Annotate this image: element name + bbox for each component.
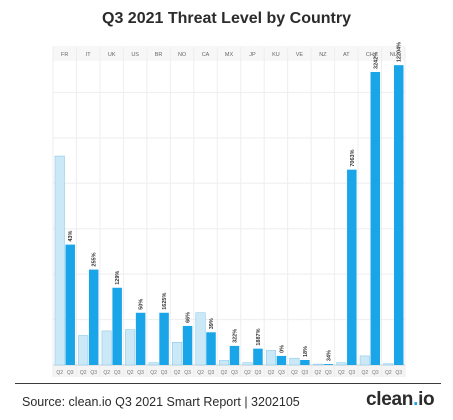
- period-label-q2: Q2: [174, 370, 181, 376]
- bar-q3: [182, 325, 193, 365]
- bar-q3: [65, 244, 75, 365]
- data-label: 129%: [115, 271, 121, 285]
- category-label: JP: [249, 52, 256, 58]
- category-label: FR: [61, 52, 68, 58]
- data-label: 34%: [326, 350, 332, 361]
- period-label-q2: Q2: [268, 370, 275, 376]
- data-label: 0%: [279, 345, 285, 353]
- period-label-q2: Q2: [291, 370, 298, 376]
- period-label-q3: Q3: [231, 370, 238, 376]
- category-label: NL: [390, 52, 397, 58]
- category-header-strip: [53, 47, 405, 61]
- data-label: 322%: [232, 329, 238, 343]
- period-label-q2: Q2: [315, 370, 322, 376]
- bar-q2: [148, 362, 159, 366]
- period-label-q3: Q3: [325, 370, 332, 376]
- period-label-q2: Q2: [80, 370, 87, 376]
- bar-q3: [276, 355, 287, 365]
- period-label-q3: Q3: [302, 370, 309, 376]
- data-label: 18%: [303, 346, 309, 357]
- data-label: 12204%: [397, 42, 403, 62]
- bar-q3: [229, 345, 240, 365]
- period-label-q3: Q3: [67, 370, 74, 376]
- bar-q2: [172, 342, 183, 366]
- period-label-q3: Q3: [348, 370, 355, 376]
- bar-q2: [312, 363, 323, 366]
- period-label-q3: Q3: [278, 370, 285, 376]
- period-label-q3: Q3: [208, 370, 215, 376]
- data-label: 7063%: [350, 149, 356, 166]
- source-note: Source: clean.io Q3 2021 Smart Report | …: [22, 395, 300, 409]
- bar-q3: [347, 169, 357, 365]
- clean-io-logo: clean.io: [366, 389, 435, 410]
- category-label: NO: [178, 52, 187, 58]
- bar-q3: [206, 332, 216, 365]
- category-label: US: [131, 52, 139, 58]
- bar-q2: [78, 335, 89, 366]
- category-label: BR: [155, 52, 163, 58]
- period-label-q2: Q2: [103, 370, 110, 376]
- footer-divider: [15, 383, 441, 384]
- period-label-q2: Q2: [338, 370, 345, 376]
- data-label: 1887%: [256, 328, 262, 345]
- period-label-q2: Q2: [244, 370, 251, 376]
- category-label: NZ: [319, 52, 327, 58]
- bar-q3: [135, 312, 146, 365]
- bar-q2: [54, 155, 65, 366]
- category-label: KU: [272, 52, 280, 58]
- chart-title: Q3 2021 Threat Level by Country: [102, 10, 351, 27]
- data-label: 3242%: [373, 52, 379, 69]
- period-label-q2: Q2: [127, 370, 134, 376]
- category-label: VE: [296, 52, 304, 58]
- category-label: UK: [108, 52, 116, 58]
- bar-q3: [88, 269, 99, 365]
- data-label: 255%: [92, 252, 98, 266]
- bar-q2: [289, 357, 300, 366]
- bar-q2: [242, 362, 253, 366]
- period-label-q3: Q3: [161, 370, 168, 376]
- period-label-q3: Q3: [184, 370, 191, 376]
- bar-q2: [265, 350, 276, 366]
- bar-q2: [359, 355, 370, 366]
- data-label: 1625%: [162, 293, 168, 310]
- bar-q3: [323, 364, 334, 365]
- bar-q3: [394, 65, 404, 366]
- period-label-q2: Q2: [150, 370, 157, 376]
- bar-q3: [112, 287, 122, 365]
- period-label-strip: [53, 365, 405, 377]
- data-label: 66%: [186, 312, 192, 323]
- period-label-q3: Q3: [137, 370, 144, 376]
- category-label: MX: [225, 52, 234, 58]
- bar-q3: [253, 348, 263, 365]
- bar-q2: [383, 363, 394, 366]
- period-label-q2: Q2: [197, 370, 204, 376]
- period-label-q2: Q2: [361, 370, 368, 376]
- period-label-q2: Q2: [56, 370, 63, 376]
- bar-q3: [159, 312, 169, 365]
- bar-q2: [101, 330, 112, 366]
- period-label-q3: Q3: [90, 370, 97, 376]
- bar-q2: [195, 312, 206, 366]
- category-label: CA: [202, 52, 210, 58]
- period-label-q3: Q3: [372, 370, 379, 376]
- bar-q3: [300, 360, 310, 365]
- data-label: 50%: [139, 299, 145, 310]
- period-label-q2: Q2: [385, 370, 392, 376]
- category-label: IT: [86, 52, 92, 58]
- period-label-q3: Q3: [114, 370, 121, 376]
- data-label: 39%: [209, 318, 215, 329]
- period-label-q3: Q3: [255, 370, 262, 376]
- period-label-q3: Q3: [395, 370, 402, 376]
- bar-q3: [370, 71, 381, 365]
- category-label: CH: [366, 52, 374, 58]
- bar-q2: [125, 329, 136, 366]
- category-label: AT: [343, 52, 350, 58]
- bar-q2: [336, 362, 347, 366]
- period-label-q2: Q2: [221, 370, 228, 376]
- data-label: 43%: [68, 230, 74, 241]
- bar-q2: [219, 360, 230, 366]
